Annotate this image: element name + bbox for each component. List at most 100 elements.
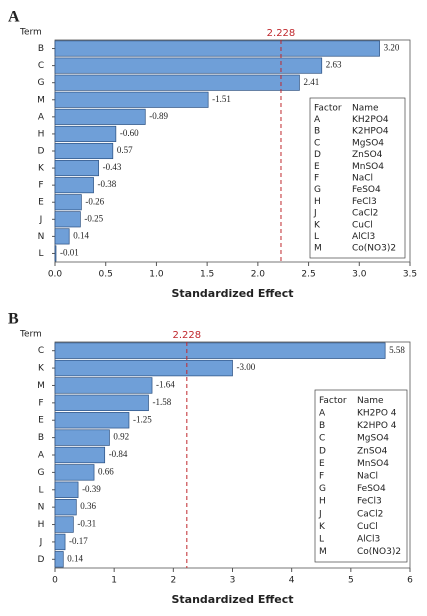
legend-cell: E: [314, 162, 320, 172]
panel-label: A: [8, 9, 20, 26]
reference-label: 2.228: [267, 28, 296, 39]
legend-cell: FeCl3: [352, 197, 377, 207]
legend-cell: M: [314, 244, 322, 254]
value-label: -1.25: [133, 414, 152, 424]
legend-cell: K: [314, 220, 321, 230]
value-label: 2.63: [326, 60, 342, 70]
y-tick-label: N: [38, 232, 45, 242]
bar: [54, 429, 110, 446]
value-label: 0.36: [80, 501, 96, 511]
value-label: -0.31: [77, 519, 96, 529]
x-tick-label: 1: [111, 576, 117, 586]
legend-cell: Co(NO3)2: [357, 547, 401, 557]
x-axis-label: Standardized Effect: [171, 287, 293, 300]
y-axis-label: Term: [19, 330, 42, 340]
bar: [54, 40, 380, 57]
y-tick-label: L: [38, 249, 43, 259]
panel-label: B: [8, 311, 19, 328]
value-label: -0.01: [60, 248, 79, 258]
value-label: -0.43: [103, 162, 122, 172]
bar: [54, 446, 106, 464]
value-label: -3.00: [237, 362, 256, 372]
legend-cell: ZnSO4: [357, 446, 388, 456]
bar: [54, 533, 66, 551]
y-tick-label: N: [38, 503, 45, 513]
legend-header: Factor: [314, 103, 342, 113]
legend-cell: KH2PO4: [352, 115, 389, 125]
y-tick-label: F: [38, 398, 43, 408]
value-label: -1.51: [212, 94, 231, 104]
x-tick-label: 2: [170, 576, 176, 586]
x-axis-label: Standardized Effect: [171, 593, 293, 606]
bar: [54, 516, 74, 533]
value-label: -1.64: [156, 380, 175, 390]
bar: [54, 498, 77, 516]
y-tick-label: D: [38, 555, 45, 565]
legend-cell: B: [319, 421, 325, 431]
value-label: -0.25: [84, 213, 103, 223]
bar: [54, 228, 70, 245]
legend-cell: FeSO4: [357, 484, 386, 494]
value-label: 0.92: [113, 432, 129, 442]
bar: [54, 177, 94, 194]
value-label: -1.58: [152, 397, 171, 407]
legend-cell: ZnSO4: [352, 150, 383, 160]
legend-cell: G: [314, 185, 321, 195]
y-tick-label: F: [38, 181, 43, 191]
y-tick-label: B: [38, 44, 44, 54]
bar: [54, 342, 386, 359]
bar: [54, 211, 81, 228]
bar: [54, 359, 233, 377]
y-tick-label: J: [39, 537, 43, 547]
bar: [54, 377, 153, 394]
x-tick-label: 1.5: [200, 270, 214, 280]
x-tick-label: 3.0: [352, 270, 367, 280]
legend-cell: NaCl: [352, 174, 373, 184]
x-tick-label: 0: [52, 576, 58, 586]
legend-cell: CuCl: [357, 522, 378, 532]
y-tick-label: H: [38, 520, 45, 530]
y-tick-label: L: [38, 485, 43, 495]
legend-cell: J: [318, 509, 322, 519]
legend-cell: D: [319, 446, 326, 456]
bar: [54, 394, 149, 412]
legend-cell: NaCl: [357, 472, 378, 482]
bar: [54, 412, 130, 429]
value-label: 0.66: [98, 466, 114, 476]
legend-cell: G: [319, 484, 326, 494]
legend-cell: FeCl3: [357, 497, 382, 507]
legend-header: Name: [352, 103, 379, 113]
x-tick-label: 0.0: [48, 270, 63, 280]
x-tick-label: 2.5: [301, 270, 315, 280]
x-tick-label: 6: [407, 576, 413, 586]
legend-cell: H: [314, 197, 321, 207]
legend-cell: B: [314, 127, 320, 137]
x-tick-label: 2.0: [251, 270, 266, 280]
y-tick-label: A: [38, 112, 45, 122]
bar: [54, 108, 146, 125]
legend-cell: F: [314, 174, 319, 184]
value-label: -0.39: [82, 484, 101, 494]
x-tick-label: 3: [230, 576, 236, 586]
legend-cell: M: [319, 547, 327, 557]
bar: [54, 194, 82, 211]
legend-cell: F: [319, 472, 324, 482]
y-tick-label: G: [38, 468, 45, 478]
legend-cell: MgSO4: [357, 434, 389, 444]
x-tick-label: 0.5: [99, 270, 113, 280]
value-label: 5.58: [389, 345, 405, 355]
legend-cell: K: [319, 522, 326, 532]
bar: [54, 551, 64, 568]
legend-cell: L: [319, 535, 324, 545]
x-tick-label: 5: [348, 576, 354, 586]
value-label: -0.60: [120, 128, 139, 138]
value-label: 2.41: [303, 77, 319, 87]
legend-header: Factor: [319, 396, 347, 406]
bar: [54, 91, 209, 108]
x-tick-label: 1.0: [149, 270, 164, 280]
legend-cell: C: [319, 434, 325, 444]
y-tick-label: M: [37, 95, 45, 105]
legend-cell: E: [319, 459, 325, 469]
legend-cell: CuCl: [352, 220, 373, 230]
